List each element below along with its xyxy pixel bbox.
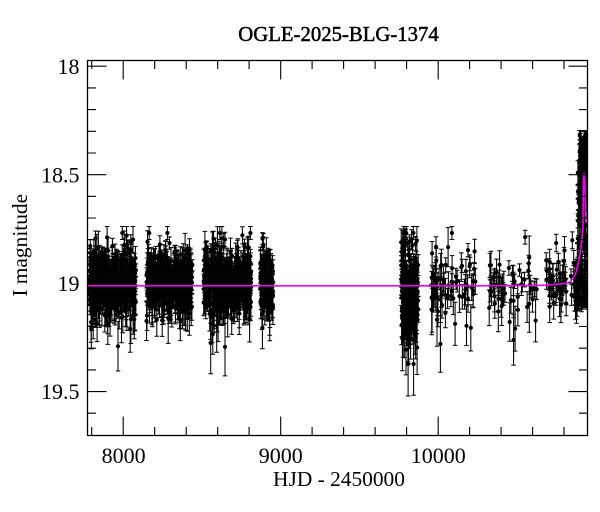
- svg-text:10000: 10000: [411, 443, 466, 468]
- svg-text:9000: 9000: [259, 443, 303, 468]
- svg-text:I magnitude: I magnitude: [8, 194, 32, 297]
- svg-text:18.5: 18.5: [41, 162, 80, 187]
- svg-text:OGLE-2025-BLG-1374: OGLE-2025-BLG-1374: [238, 22, 439, 46]
- svg-text:19: 19: [58, 271, 80, 296]
- svg-text:HJD - 2450000: HJD - 2450000: [273, 467, 405, 491]
- svg-text:18: 18: [58, 54, 80, 79]
- svg-text:19.5: 19.5: [41, 379, 80, 404]
- svg-text:8000: 8000: [102, 443, 146, 468]
